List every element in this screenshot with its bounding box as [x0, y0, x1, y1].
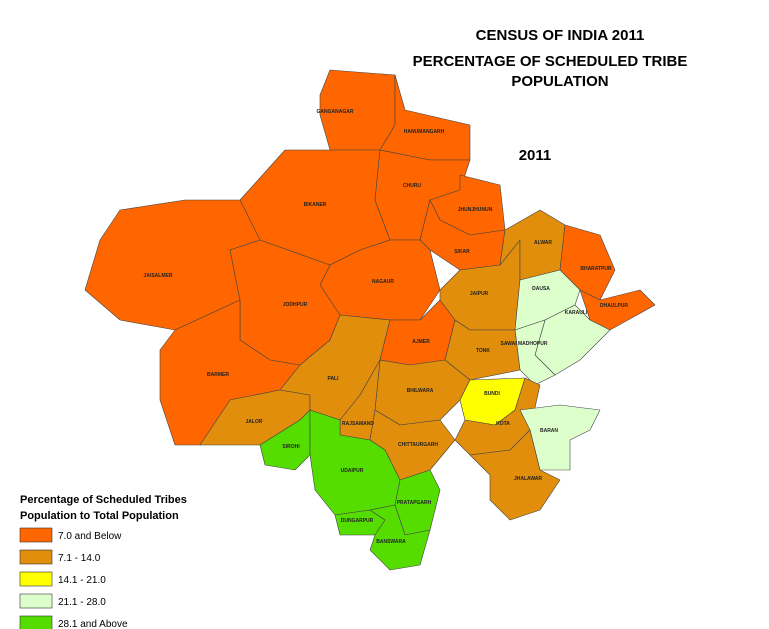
district-label: BIKANER [304, 202, 327, 208]
legend-label: 14.1 - 21.0 [58, 575, 106, 586]
legend-swatch [19, 549, 53, 565]
district-label: PALI [327, 376, 339, 382]
district-label: BUNDI [484, 391, 500, 397]
district-label: ALWAR [534, 240, 552, 246]
district-label: DAUSA [532, 286, 550, 292]
district-label: PRATAPGARH [397, 500, 432, 506]
district-label: DHAULPUR [600, 303, 628, 309]
district-label: BHARATPUR [580, 266, 612, 272]
district-label: BANSWARA [376, 539, 406, 545]
district-label: SIROHI [282, 444, 300, 450]
year: 2011 [519, 147, 552, 164]
legend-swatch [19, 615, 53, 629]
district-label: JHALAWAR [514, 476, 542, 482]
district-label: JHUNJHUNUN [458, 207, 493, 213]
district-label: HANUMANGARH [404, 129, 445, 135]
district-label: BARAN [540, 428, 558, 434]
district-label: KOTA [496, 421, 510, 427]
title-line: CENSUS OF INDIA 2011 [476, 27, 645, 44]
district-label: CHURU [403, 183, 421, 189]
legend-label: 7.0 and Below [58, 531, 122, 542]
district-label: AJMER [412, 339, 430, 345]
district [369, 504, 431, 571]
legend-swatch [19, 527, 53, 543]
legend-title: Percentage of Scheduled Tribes [20, 494, 187, 506]
district-label: JALOR [246, 419, 263, 425]
district-label: BARMER [207, 372, 229, 378]
legend-label: 21.1 - 28.0 [58, 597, 106, 608]
title-line: PERCENTAGE OF SCHEDULED TRIBE [413, 53, 688, 70]
district-label: SAWAI MADHOPUR [501, 341, 548, 347]
district-label: NAGAUR [372, 279, 394, 285]
district-label: TONK [476, 348, 490, 354]
legend-title: Population to Total Population [20, 510, 179, 522]
district-label: DUNGARPUR [341, 518, 374, 524]
legend-label: 7.1 - 14.0 [58, 553, 101, 564]
district-label: KARAULI [565, 310, 588, 316]
district-label: RAJSAMAND [342, 421, 374, 427]
title-line: POPULATION [511, 73, 608, 90]
districts: GANGANAGAR HANUMANGARH BIKANER CHURU JHUNJHU… [84, 69, 656, 571]
district-label: SIKAR [454, 249, 470, 255]
legend-swatch [19, 571, 53, 587]
district-label: GANGANAGAR [317, 109, 354, 115]
district-label: JAIPUR [470, 291, 489, 297]
district-label: JAISALMER [144, 273, 173, 279]
district-label: UDAIPUR [341, 468, 364, 474]
district-label: JODHPUR [283, 302, 308, 308]
district [469, 429, 561, 521]
legend-label: 28.1 and Above [58, 619, 128, 629]
legend-swatch [19, 593, 53, 609]
district-label: BHILWARA [407, 388, 434, 394]
legend: 7.0 and Below 7.1 - 14.0 14.1 - 21.0 21.1 -… [19, 527, 128, 629]
district-label: CHITTAURGARH [398, 442, 438, 448]
